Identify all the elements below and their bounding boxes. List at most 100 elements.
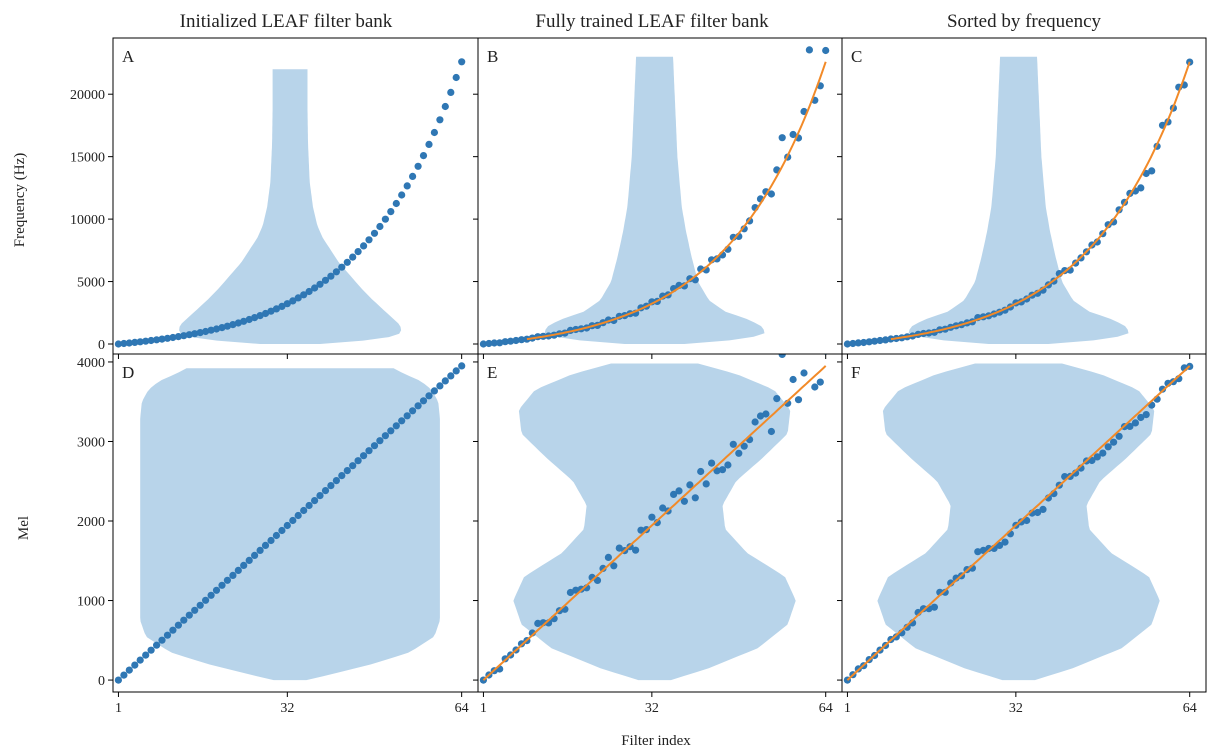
data-point (229, 321, 237, 329)
data-point (501, 338, 509, 346)
data-point (332, 268, 340, 276)
data-point (256, 312, 264, 320)
data-point (305, 501, 313, 510)
data-point (458, 58, 466, 66)
data-point (1001, 538, 1009, 546)
data-point (114, 676, 122, 684)
data-point (223, 322, 231, 330)
y-tick-label: 20000 (70, 88, 105, 103)
data-point (294, 294, 302, 302)
data-point (403, 412, 411, 420)
data-point (278, 526, 286, 535)
panel-a: A 0 5000 10000 15000 20000 (70, 37, 479, 359)
data-point (778, 354, 786, 358)
data-point (615, 544, 623, 552)
data-point (1039, 505, 1047, 513)
data-point (892, 633, 900, 641)
data-point (311, 284, 319, 292)
data-point (153, 336, 161, 344)
fit-line (526, 61, 827, 341)
data-point (1142, 411, 1150, 419)
data-point (289, 297, 297, 305)
data-point (1115, 432, 1123, 440)
data-point (196, 601, 204, 609)
data-point (670, 490, 678, 498)
data-point (158, 335, 166, 343)
data-point (708, 459, 716, 467)
data-point (452, 73, 460, 82)
data-point (202, 327, 210, 336)
data-point (430, 128, 438, 137)
plot-area (479, 46, 830, 348)
data-point (300, 506, 308, 515)
plot-area (843, 56, 1194, 348)
data-point (370, 229, 379, 237)
data-point (675, 487, 683, 495)
data-point (180, 332, 188, 340)
data-point (512, 336, 520, 345)
data-point (365, 236, 373, 244)
data-point (447, 372, 455, 380)
data-point (360, 242, 368, 250)
panel-letter: C (851, 47, 862, 66)
data-point (185, 331, 193, 339)
data-point (316, 492, 324, 500)
y-tick-label: 0 (98, 338, 105, 353)
data-point (387, 427, 395, 435)
data-point (136, 656, 144, 664)
data-point (158, 636, 166, 644)
data-point (354, 248, 362, 256)
data-point (251, 551, 259, 560)
data-point (729, 440, 737, 448)
data-point (169, 626, 177, 634)
data-point (381, 215, 389, 223)
data-point (360, 452, 368, 460)
data-point (163, 631, 172, 639)
panel-c: C (837, 37, 1207, 359)
data-point (283, 300, 291, 308)
xlabel: Filter index (621, 733, 691, 749)
data-point (136, 338, 144, 346)
data-point (653, 519, 661, 527)
data-point (349, 253, 357, 261)
data-point (436, 116, 444, 124)
data-point (218, 324, 226, 332)
data-point (447, 88, 455, 96)
data-point (316, 280, 324, 288)
column-title-2: Fully trained LEAF filter bank (535, 11, 769, 32)
data-point (321, 276, 330, 284)
data-point (163, 334, 172, 342)
data-point (283, 521, 291, 530)
plot-area (114, 58, 466, 348)
violin-shape (908, 56, 1129, 344)
data-point (691, 494, 699, 502)
violin-shape (544, 56, 765, 344)
data-point (343, 467, 351, 475)
data-point (930, 603, 939, 611)
data-point (202, 596, 210, 604)
fit-line (846, 365, 1191, 681)
data-point (713, 255, 721, 263)
data-point (370, 442, 379, 450)
data-point (604, 553, 613, 562)
data-point (174, 621, 182, 629)
data-point (180, 616, 188, 624)
data-point (321, 487, 330, 495)
data-point (267, 536, 275, 545)
data-point (169, 333, 177, 342)
y-tick-label: 5000 (77, 276, 105, 291)
data-point (131, 661, 139, 669)
panel-d: D 1 32 64 0 1000 2000 3000 4000 (77, 353, 479, 716)
panel-f: F 1 32 64 (837, 353, 1207, 716)
data-point (860, 338, 868, 347)
fit-line (890, 61, 1191, 341)
data-point (458, 362, 466, 370)
data-point (1104, 443, 1112, 451)
panel-frame (841, 353, 1207, 693)
data-point (811, 383, 819, 391)
data-point (212, 325, 221, 333)
data-point (131, 338, 139, 346)
data-point (941, 588, 949, 596)
data-point (876, 336, 884, 345)
data-point (191, 606, 199, 614)
